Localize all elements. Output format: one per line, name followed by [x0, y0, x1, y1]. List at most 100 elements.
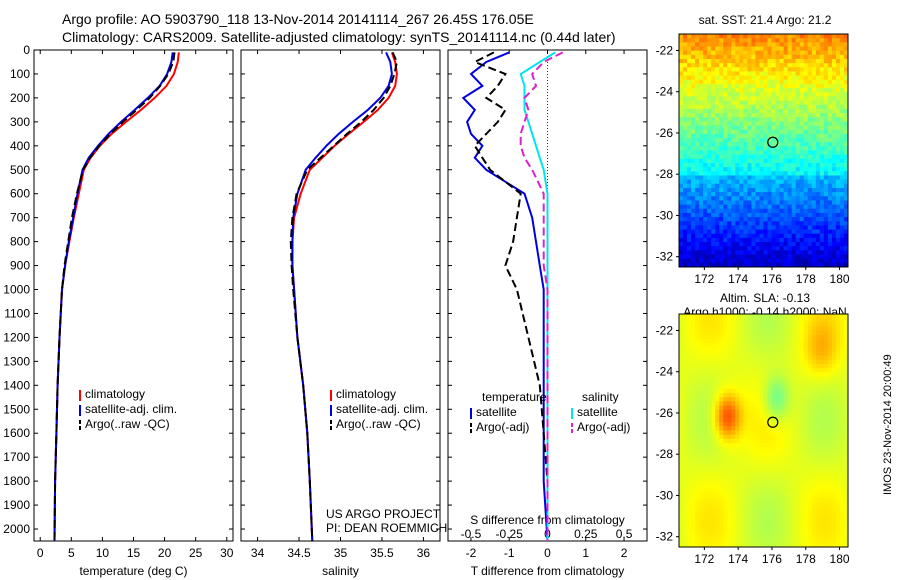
map-cell: [723, 250, 728, 255]
map-cell: [775, 393, 780, 398]
map-cell: [831, 54, 837, 60]
map-cell: [679, 204, 684, 210]
map-cell: [743, 517, 748, 523]
map-cell: [767, 34, 772, 39]
map-cell: [711, 121, 716, 126]
map-cell: [787, 480, 793, 485]
map-cell: [747, 497, 752, 502]
map-cell: [751, 422, 756, 427]
map-cell: [739, 376, 744, 381]
map-cell: [699, 242, 704, 247]
map-cell: [835, 413, 841, 419]
map-cell: [783, 488, 789, 494]
map-cell: [791, 480, 797, 485]
map-cell: [803, 459, 809, 465]
map-cell: [831, 513, 837, 519]
map-cell: [767, 434, 772, 440]
map-cell: [731, 497, 736, 502]
map-cell: [747, 233, 752, 239]
map-cell: [719, 538, 724, 544]
map-cell: [743, 225, 748, 230]
map-cell: [831, 158, 837, 164]
map-cell: [843, 67, 849, 72]
map-cell: [803, 242, 809, 247]
map-cell: [811, 58, 817, 64]
map-cell: [699, 104, 704, 110]
map-cell: [843, 42, 849, 47]
map-cell: [747, 67, 752, 72]
map-cell: [819, 314, 825, 319]
map-cell: [779, 58, 785, 64]
map-cell: [743, 262, 748, 268]
map-cell: [759, 393, 764, 398]
map-cell: [803, 517, 809, 523]
map-cell: [787, 343, 793, 348]
map-cell: [799, 422, 805, 427]
map-cell: [831, 42, 837, 47]
map-cell: [707, 338, 712, 344]
map-cell: [775, 67, 780, 72]
map-cell: [831, 472, 837, 477]
map-cell: [807, 258, 813, 264]
map-cell: [747, 409, 752, 415]
map-cell: [707, 538, 712, 544]
map-cell: [727, 113, 732, 118]
map-cell: [711, 225, 716, 230]
map-cell: [711, 476, 716, 481]
map-cell: [779, 509, 785, 515]
map-cell: [719, 162, 724, 168]
map-cell: [799, 113, 805, 118]
map-cell: [835, 138, 841, 143]
map-cell: [831, 237, 837, 243]
map-cell: [687, 175, 692, 181]
map-cell: [743, 229, 748, 235]
map-cell: [767, 108, 772, 114]
map-cell: [687, 158, 692, 164]
map-cell: [731, 314, 736, 319]
map-cell: [843, 212, 849, 218]
map-cell: [799, 405, 805, 411]
map-cell: [799, 63, 805, 68]
map-cell: [807, 426, 813, 431]
map-cell: [703, 34, 708, 39]
map-cell: [707, 146, 712, 151]
map-cell: [695, 71, 700, 77]
map-cell: [747, 430, 752, 436]
map-cell: [787, 204, 793, 210]
map-cell: [827, 363, 833, 369]
map-cell: [767, 384, 772, 390]
map-cell: [747, 347, 752, 352]
map-cell: [823, 380, 829, 386]
map-cell: [759, 42, 764, 47]
map-cell: [839, 183, 845, 189]
map-cell: [699, 372, 704, 377]
map-cell: [735, 401, 740, 406]
map-cell: [823, 338, 829, 344]
map-cell: [767, 63, 772, 68]
map-cell: [703, 513, 708, 519]
map-cell: [739, 100, 744, 106]
map-cell: [731, 393, 736, 398]
map-cell: [827, 501, 833, 506]
map-cell: [775, 233, 780, 239]
map-cell: [743, 430, 748, 436]
map-cell: [763, 225, 768, 230]
map-cell: [711, 530, 716, 535]
map-cell: [687, 497, 692, 502]
map-cell: [787, 422, 793, 427]
map-cell: [775, 517, 780, 523]
map-cell: [727, 401, 732, 406]
map-cell: [811, 175, 817, 181]
map-cell: [719, 250, 724, 255]
map-cell: [711, 542, 716, 548]
y-tick-label: 1800: [3, 474, 30, 488]
map-cell: [755, 38, 760, 43]
map-cell: [783, 530, 789, 535]
map-cell: [795, 208, 801, 214]
map-cell: [747, 150, 752, 156]
map-cell: [691, 158, 696, 164]
map-cell: [787, 334, 793, 340]
map-cell: [799, 505, 805, 510]
map-cell: [783, 175, 789, 181]
map-cell: [815, 104, 821, 110]
